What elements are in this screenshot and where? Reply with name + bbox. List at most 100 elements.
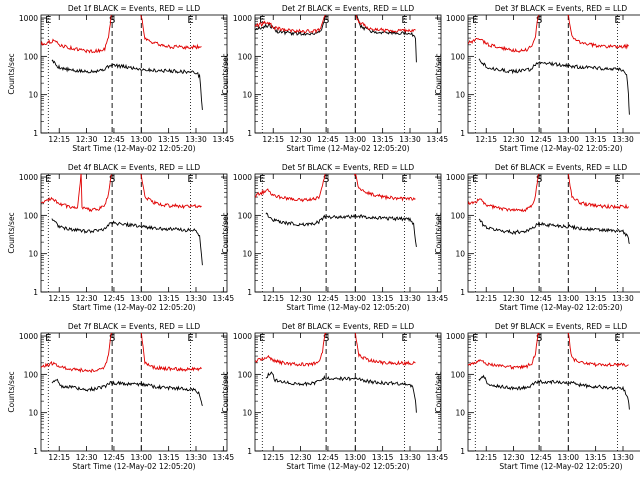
chart-title: Det 5f BLACK = Events, RED = LLD xyxy=(282,163,415,172)
plot-frame xyxy=(255,174,441,292)
y-axis-label: Counts/sec xyxy=(7,371,16,412)
x-tick-label: 13:15 xyxy=(158,294,180,303)
series-events-line xyxy=(52,60,203,110)
y-tick-label: 10 xyxy=(242,91,252,100)
series-lld-line xyxy=(468,332,629,369)
x-tick-label: 13:15 xyxy=(372,453,394,462)
x-tick-label: 13:00 xyxy=(344,294,366,303)
y-tick-label: 10 xyxy=(455,409,465,418)
x-tick-label: 13:45 xyxy=(213,453,235,462)
x-tick-label: 12:30 xyxy=(503,453,525,462)
x-tick-label: 13:30 xyxy=(612,294,634,303)
x-tick-label: 13:30 xyxy=(399,135,421,144)
plot-frame xyxy=(468,174,640,292)
marker-label-e: E xyxy=(401,15,407,26)
y-tick-label: 100 xyxy=(24,211,39,220)
series-lld-line xyxy=(41,14,202,53)
series-lld-line xyxy=(41,332,202,372)
series-events-line xyxy=(52,379,203,406)
plot-frame xyxy=(41,174,227,292)
y-tick-label: 1 xyxy=(247,447,252,456)
chart-panel-7: Det 7f BLACK = Events, RED = LLD11010010… xyxy=(7,322,234,471)
plot-frame xyxy=(255,15,441,133)
series-lld-line xyxy=(468,14,629,53)
x-tick-label: 12:45 xyxy=(317,135,339,144)
series-events-line xyxy=(479,59,630,115)
plot-frame xyxy=(255,333,441,451)
y-tick-label: 10 xyxy=(242,409,252,418)
x-tick-label: 13:15 xyxy=(585,294,607,303)
x-tick-label: 13:15 xyxy=(585,453,607,462)
plot-frame xyxy=(41,15,227,133)
x-axis-label: Start Time (12-May-02 12:05:20) xyxy=(286,462,409,471)
x-tick-label: 13:45 xyxy=(427,453,449,462)
x-tick-label: 12:45 xyxy=(317,294,339,303)
y-tick-label: 1 xyxy=(247,288,252,297)
y-tick-label: 1000 xyxy=(19,14,38,23)
marker-label-e: E xyxy=(259,333,265,344)
x-tick-label: 13:00 xyxy=(344,135,366,144)
marker-label-e: E xyxy=(614,15,620,26)
x-tick-label: 12:15 xyxy=(48,453,70,462)
marker-label-e: E xyxy=(45,174,51,185)
marker-label-e: E xyxy=(472,333,478,344)
y-tick-label: 100 xyxy=(24,370,39,379)
y-tick-label: 1 xyxy=(460,447,465,456)
marker-label-e: E xyxy=(614,174,620,185)
y-axis-label: Counts/sec xyxy=(221,53,230,94)
series-events-line xyxy=(266,213,417,247)
y-tick-label: 1 xyxy=(33,288,38,297)
x-axis-label: Start Time (12-May-02 12:05:20) xyxy=(72,303,195,312)
y-tick-label: 1 xyxy=(33,129,38,138)
x-tick-label: 12:15 xyxy=(262,294,284,303)
chart-title: Det 1f BLACK = Events, RED = LLD xyxy=(68,4,201,13)
marker-label-e: E xyxy=(187,174,193,185)
x-tick-label: 12:15 xyxy=(262,453,284,462)
y-tick-label: 10 xyxy=(28,250,38,259)
x-axis-label: Start Time (12-May-02 12:05:20) xyxy=(72,462,195,471)
x-tick-label: 13:45 xyxy=(427,294,449,303)
chart-title: Det 4f BLACK = Events, RED = LLD xyxy=(68,163,201,172)
y-tick-label: 1 xyxy=(460,129,465,138)
y-tick-label: 1000 xyxy=(19,173,38,182)
x-tick-label: 12:30 xyxy=(290,294,312,303)
series-lld-line xyxy=(468,173,629,212)
x-tick-label: 13:30 xyxy=(185,294,207,303)
marker-label-e: E xyxy=(187,333,193,344)
x-tick-label: 12:30 xyxy=(290,453,312,462)
series-events-line xyxy=(479,219,630,244)
y-axis-label: Counts/sec xyxy=(434,53,443,94)
y-tick-label: 100 xyxy=(24,52,39,61)
x-tick-label: 12:15 xyxy=(475,135,497,144)
x-tick-label: 13:00 xyxy=(557,135,579,144)
x-tick-label: 13:15 xyxy=(372,135,394,144)
x-tick-label: 13:30 xyxy=(612,453,634,462)
x-tick-label: 12:15 xyxy=(475,453,497,462)
x-axis-label: Start Time (12-May-02 12:05:20) xyxy=(499,462,622,471)
x-tick-label: 12:45 xyxy=(530,453,552,462)
x-tick-label: 13:45 xyxy=(213,294,235,303)
x-tick-label: 12:30 xyxy=(503,135,525,144)
y-tick-label: 100 xyxy=(451,211,466,220)
marker-label-e: E xyxy=(472,15,478,26)
series-lld-line xyxy=(255,173,416,202)
x-tick-label: 13:15 xyxy=(158,135,180,144)
y-tick-label: 1 xyxy=(460,288,465,297)
y-tick-label: 10 xyxy=(28,409,38,418)
x-tick-label: 12:30 xyxy=(503,294,525,303)
marker-label-e: E xyxy=(614,333,620,344)
y-tick-label: 1000 xyxy=(446,332,465,341)
x-axis-label: Start Time (12-May-02 12:05:20) xyxy=(499,144,622,153)
chart-title: Det 9f BLACK = Events, RED = LLD xyxy=(495,322,628,331)
x-tick-label: 12:45 xyxy=(317,453,339,462)
x-tick-label: 12:45 xyxy=(103,294,125,303)
y-axis-label: Counts/sec xyxy=(434,212,443,253)
marker-label-e: E xyxy=(45,15,51,26)
x-tick-label: 13:30 xyxy=(399,294,421,303)
y-tick-label: 1000 xyxy=(19,332,38,341)
series-lld-line xyxy=(41,173,202,212)
x-tick-label: 13:15 xyxy=(372,294,394,303)
chart-title: Det 3f BLACK = Events, RED = LLD xyxy=(495,4,628,13)
